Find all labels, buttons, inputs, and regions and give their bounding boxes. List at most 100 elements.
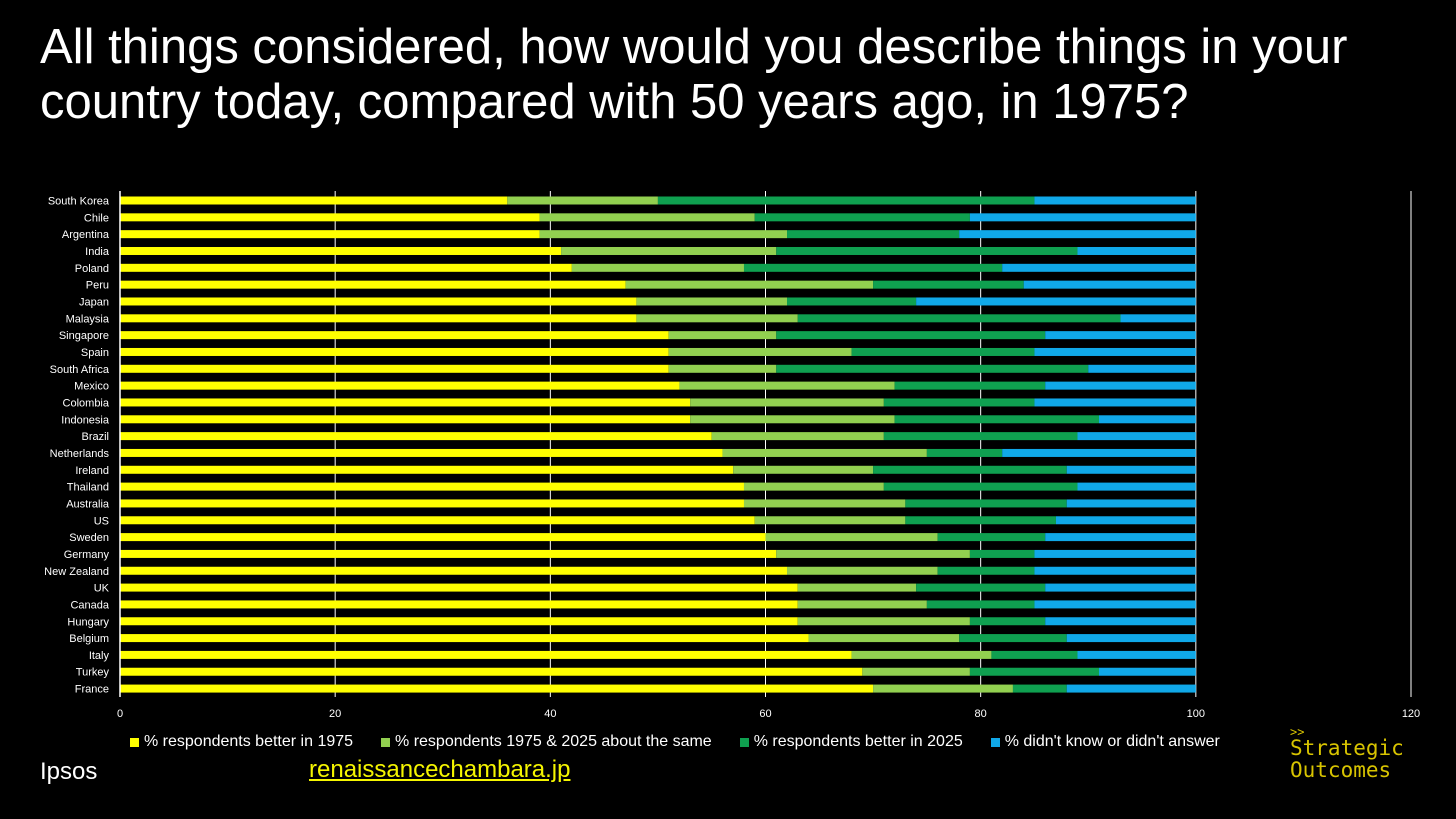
bar-ireland-better1975 <box>120 465 734 474</box>
legend-label-better-1975: % respondents better in 1975 <box>144 733 354 750</box>
category-label-canada: Canada <box>70 599 109 611</box>
bar-south-korea-dontknow <box>1034 196 1196 205</box>
bar-india-dontknow <box>1077 246 1196 255</box>
bar-new-zealand-same <box>787 566 938 575</box>
legend-swatch-better-2025 <box>739 737 749 747</box>
bar-ireland-better2025 <box>873 465 1067 474</box>
bar-spain-better2025 <box>851 347 1035 356</box>
bar-south-africa-better2025 <box>776 364 1089 373</box>
bar-netherlands-better2025 <box>926 448 1003 457</box>
bar-south-korea-same <box>507 196 658 205</box>
bar-italy-better1975 <box>120 650 852 659</box>
bar-australia-better1975 <box>120 499 744 508</box>
bar-south-africa-same <box>668 364 777 373</box>
bar-argentina-same <box>539 230 788 239</box>
x-tick-label-80: 80 <box>975 708 987 720</box>
bar-japan-better2025 <box>787 297 917 306</box>
bar-germany-dontknow <box>1034 549 1196 558</box>
bar-sweden-dontknow <box>1045 533 1196 542</box>
bar-mexico-dontknow <box>1045 381 1196 390</box>
category-label-australia: Australia <box>66 498 110 510</box>
bar-peru-better2025 <box>873 280 1024 289</box>
logo-chevrons: >> <box>1290 725 1305 739</box>
bar-turkey-same <box>862 667 970 676</box>
bar-chile-better1975 <box>120 213 540 222</box>
bar-sweden-better2025 <box>937 533 1046 542</box>
legend-item-better-2025: % respondents better in 2025 <box>739 733 963 751</box>
category-label-italy: Italy <box>89 650 110 662</box>
bar-chile-better2025 <box>754 213 970 222</box>
bar-brazil-same <box>711 432 884 441</box>
bar-australia-same <box>743 499 906 508</box>
bar-italy-same <box>851 650 992 659</box>
logo-line-2: Outcomes <box>1290 758 1392 782</box>
bar-thailand-dontknow <box>1077 482 1196 491</box>
category-label-spain: Spain <box>81 347 109 359</box>
bar-indonesia-dontknow <box>1099 415 1196 424</box>
bar-chile-dontknow <box>969 213 1196 222</box>
category-label-us: US <box>94 515 109 527</box>
bar-indonesia-same <box>690 415 895 424</box>
bar-germany-same <box>776 549 970 558</box>
bar-turkey-better2025 <box>969 667 1100 676</box>
bar-malaysia-better1975 <box>120 314 637 323</box>
bar-sweden-better1975 <box>120 533 766 542</box>
bar-netherlands-better1975 <box>120 448 723 457</box>
legend: % respondents better in 1975 % responden… <box>130 733 1248 751</box>
category-label-france: France <box>75 684 109 696</box>
bar-south-africa-better1975 <box>120 364 669 373</box>
bar-uk-better2025 <box>916 583 1046 592</box>
bar-malaysia-same <box>636 314 798 323</box>
bar-belgium-better1975 <box>120 634 809 643</box>
bar-canada-same <box>797 600 927 609</box>
bar-poland-better1975 <box>120 263 572 272</box>
bar-france-same <box>873 684 1013 693</box>
bar-japan-better1975 <box>120 297 637 306</box>
bar-poland-same <box>571 263 744 272</box>
x-tick-label-60: 60 <box>759 708 771 720</box>
category-label-malaysia: Malaysia <box>66 313 110 325</box>
bar-peru-same <box>625 280 874 289</box>
category-label-thailand: Thailand <box>67 482 109 494</box>
bar-indonesia-better1975 <box>120 415 691 424</box>
bar-new-zealand-better1975 <box>120 566 788 575</box>
bar-us-better1975 <box>120 516 755 525</box>
legend-label-better-2025: % respondents better in 2025 <box>753 733 963 750</box>
bar-us-better2025 <box>905 516 1056 525</box>
category-label-indonesia: Indonesia <box>61 414 110 426</box>
bar-italy-dontknow <box>1077 650 1196 659</box>
bar-turkey-dontknow <box>1099 667 1196 676</box>
bar-colombia-better1975 <box>120 398 691 407</box>
bar-poland-better2025 <box>743 263 1003 272</box>
category-label-sweden: Sweden <box>69 532 109 544</box>
bar-south-korea-better2025 <box>657 196 1035 205</box>
bar-peru-better1975 <box>120 280 626 289</box>
bar-canada-better2025 <box>926 600 1035 609</box>
source-label: Ipsos <box>40 758 98 785</box>
bar-france-better1975 <box>120 684 874 693</box>
bar-new-zealand-better2025 <box>937 566 1035 575</box>
legend-swatch-better-1975 <box>130 737 139 747</box>
category-label-new-zealand: New Zealand <box>44 566 109 578</box>
bar-japan-dontknow <box>916 297 1196 306</box>
category-label-poland: Poland <box>75 263 109 275</box>
x-tick-label-40: 40 <box>544 708 556 720</box>
legend-swatch-dont-know <box>990 737 1000 747</box>
bar-thailand-better2025 <box>883 482 1078 491</box>
bar-us-dontknow <box>1055 516 1196 525</box>
bar-singapore-dontknow <box>1045 331 1196 340</box>
bar-germany-better1975 <box>120 549 777 558</box>
bar-canada-better1975 <box>120 600 798 609</box>
bar-thailand-same <box>743 482 884 491</box>
bar-south-korea-better1975 <box>120 196 508 205</box>
bar-hungary-better2025 <box>969 617 1046 626</box>
bar-ireland-dontknow <box>1066 465 1196 474</box>
category-label-netherlands: Netherlands <box>50 448 110 460</box>
bar-france-dontknow <box>1066 684 1196 693</box>
website-link[interactable]: renaissancechambara.jp <box>309 756 571 783</box>
category-label-colombia: Colombia <box>63 397 110 409</box>
bar-spain-same <box>668 347 852 356</box>
bar-hungary-dontknow <box>1045 617 1196 626</box>
bar-india-better2025 <box>776 246 1078 255</box>
strategic-outcomes-logo: >> Strategic Outcomes <box>1290 725 1404 782</box>
